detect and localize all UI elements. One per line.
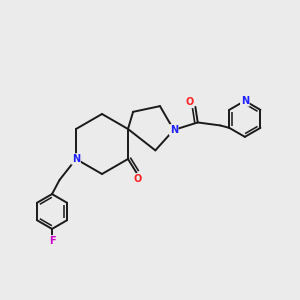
Text: N: N [241,96,249,106]
Text: O: O [185,97,194,107]
Text: N: N [72,154,80,164]
Text: O: O [134,174,142,184]
Text: N: N [170,125,178,135]
Text: F: F [49,236,55,246]
